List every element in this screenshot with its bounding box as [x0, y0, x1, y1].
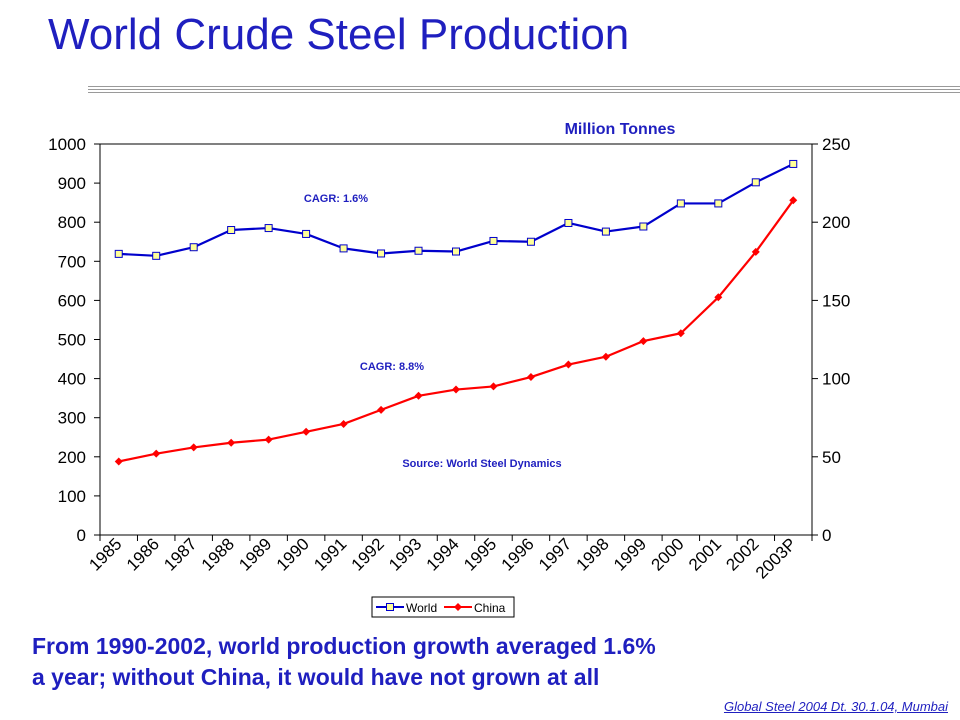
china-series-line: [118, 199, 795, 463]
chart-title: Million Tonnes: [565, 121, 676, 138]
china-data-point: [414, 391, 423, 400]
legend-world-label: World: [406, 601, 437, 615]
right-axis-tick-label: 50: [822, 448, 841, 467]
china-data-point: [339, 419, 348, 428]
china-data-point: [302, 427, 311, 436]
china-data-point: [189, 443, 198, 452]
right-axis-tick-label: 150: [822, 291, 850, 310]
china-data-point: [751, 247, 760, 256]
source-annotation: Source: World Steel Dynamics: [402, 458, 561, 470]
left-axis-tick-label: 900: [58, 174, 86, 193]
axis-layer: 0 100 200 300 400 500 600 700 800 900 1000 0 50 100 15…: [48, 135, 850, 583]
x-axis-tick-label: 1997: [535, 534, 575, 574]
x-axis-tick-label: 2003P: [752, 534, 800, 582]
x-axis-tick-label: 2001: [685, 534, 725, 574]
china-data-point: [601, 352, 610, 361]
world-data-point: [452, 247, 460, 256]
takeaway-line-1: From 1990-2002, world production growth …: [32, 633, 656, 659]
title-divider: [88, 89, 960, 90]
china-cagr-annotation: CAGR: 8.8%: [360, 361, 424, 373]
world-data-point: [489, 236, 498, 245]
world-data-point: [414, 246, 423, 255]
x-axis-tick-label: 1985: [85, 534, 125, 574]
world-data-point: [601, 227, 610, 236]
x-axis-tick-label: 1986: [123, 534, 163, 574]
china-data-point: [377, 405, 386, 414]
left-axis-tick-label: 200: [58, 448, 86, 467]
world-data-point: [264, 224, 273, 233]
right-axis-tick-label: 100: [822, 370, 850, 389]
right-axis-tick-label: 250: [822, 135, 850, 154]
world-data-point: [377, 249, 386, 258]
left-axis-tick-label: 100: [58, 487, 86, 506]
x-axis-tick-label: 1987: [160, 534, 200, 574]
world-data-point: [751, 178, 760, 187]
legend-world-marker: [386, 603, 394, 611]
china-data-point: [789, 196, 798, 205]
chart-legend: World China: [371, 596, 515, 618]
left-axis-tick-label: 700: [58, 252, 86, 271]
steel-production-chart: Million Tonnes 0100200300400500600700800…: [48, 121, 850, 618]
x-axis-tick-label: 1996: [498, 534, 538, 574]
china-data-point: [114, 457, 123, 466]
x-axis-tick-label: 1995: [460, 534, 500, 574]
china-data-point: [564, 360, 573, 369]
x-axis-tick-label: 1990: [273, 534, 313, 574]
x-axis-tick-label: 1989: [235, 534, 275, 574]
right-axis-tick-label: 200: [822, 213, 850, 232]
x-axis-tick-label: 2000: [647, 534, 687, 574]
left-axis-tick-label: 500: [58, 331, 86, 350]
world-data-point: [714, 199, 723, 208]
world-data-point: [339, 244, 348, 253]
left-axis-tick-label: 1000: [48, 135, 86, 154]
china-data-point: [489, 382, 498, 391]
china-data-point: [452, 385, 460, 394]
x-axis-tick-label: 1988: [198, 534, 238, 574]
world-series-line: [118, 162, 794, 257]
legend-china-marker: [454, 603, 462, 611]
x-axis-tick-label: 1999: [610, 534, 650, 574]
china-data-point: [264, 435, 273, 444]
world-data-point: [789, 159, 798, 168]
right-axis-tick-label: 0: [822, 526, 831, 545]
takeaway-text: From 1990-2002, world production growth …: [32, 631, 656, 693]
takeaway-line-2: a year; without China, it would have not…: [32, 664, 600, 690]
x-axis-tick-label: 1992: [348, 534, 388, 574]
world-data-point: [114, 249, 123, 258]
china-data-point: [639, 337, 648, 346]
legend-china-label: China: [474, 601, 506, 615]
china-data-point: [152, 449, 161, 458]
world-data-point: [676, 199, 685, 208]
world-data-point: [152, 251, 161, 260]
x-axis-tick-label: 1991: [310, 534, 350, 574]
left-axis-tick-label: 0: [77, 526, 86, 545]
series-layer: [114, 159, 798, 466]
world-data-point: [227, 226, 236, 235]
china-data-point: [526, 373, 535, 382]
left-axis-tick-label: 300: [58, 409, 86, 428]
legend-box: [371, 596, 515, 618]
x-axis-tick-label: 1994: [423, 534, 463, 574]
world-data-point: [564, 218, 573, 227]
china-data-point: [676, 329, 685, 338]
world-data-point: [189, 243, 198, 252]
world-data-point: [639, 222, 648, 231]
world-data-point: [526, 237, 535, 246]
slide-title: World Crude Steel Production: [48, 10, 630, 59]
x-axis-tick-label: 1998: [573, 534, 613, 574]
x-axis-tick-label: 1993: [385, 534, 425, 574]
title-divider: [88, 86, 960, 87]
china-data-point: [227, 438, 236, 447]
footer-reference: Global Steel 2004 Dt. 30.1.04, Mumbai: [723, 699, 948, 714]
world-cagr-annotation: CAGR: 1.6%: [304, 193, 368, 205]
left-axis-tick-label: 400: [58, 370, 86, 389]
left-axis-tick-label: 600: [58, 291, 86, 310]
china-data-point: [714, 293, 723, 302]
world-data-point: [302, 229, 311, 238]
left-axis-tick-label: 800: [58, 213, 86, 232]
title-divider: [88, 92, 960, 93]
